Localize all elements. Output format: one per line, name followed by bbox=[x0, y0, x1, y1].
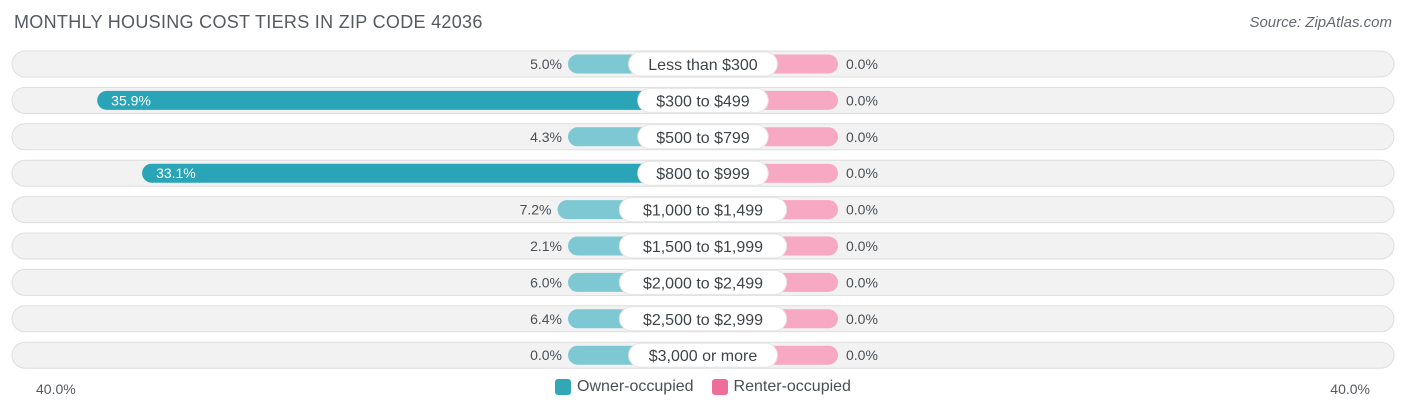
category-label: $500 to $799 bbox=[656, 130, 750, 147]
category-label: $2,500 to $2,999 bbox=[643, 312, 763, 329]
legend-owner-label: Owner-occupied bbox=[577, 378, 694, 395]
axis-left-label: 40.0% bbox=[36, 381, 76, 397]
category-pill bbox=[618, 306, 788, 332]
renter-value-label: 0.0% bbox=[846, 165, 878, 181]
category-pill bbox=[618, 197, 788, 223]
renter-value-label: 0.0% bbox=[846, 202, 878, 218]
category-pill bbox=[637, 160, 769, 186]
category-label: $2,000 to $2,499 bbox=[643, 275, 763, 292]
renter-value-label: 0.0% bbox=[846, 311, 878, 327]
category-pill bbox=[618, 233, 788, 259]
legend-owner[interactable]: Owner-occupied bbox=[555, 378, 694, 396]
renter-value-label: 0.0% bbox=[846, 92, 878, 108]
owner-value-label: 5.0% bbox=[530, 56, 562, 72]
owner-value-label: 7.2% bbox=[520, 202, 552, 218]
owner-value-label: 0.0% bbox=[530, 347, 562, 363]
category-label: $800 to $999 bbox=[656, 166, 750, 183]
category-label: $300 to $499 bbox=[656, 93, 750, 110]
owner-bar bbox=[142, 163, 674, 183]
owner-value-label: 6.0% bbox=[530, 274, 562, 290]
category-label: $1,000 to $1,499 bbox=[643, 203, 763, 220]
category-label: $1,500 to $1,999 bbox=[643, 239, 763, 256]
chart-title: MONTHLY HOUSING COST TIERS IN ZIP CODE 4… bbox=[14, 12, 483, 32]
legend-renter[interactable]: Renter-occupied bbox=[711, 378, 851, 396]
category-pill bbox=[618, 269, 788, 295]
legend-renter-label: Renter-occupied bbox=[733, 378, 851, 395]
owner-value-label: 6.4% bbox=[530, 311, 562, 327]
renter-value-label: 0.0% bbox=[846, 129, 878, 145]
axis-right-label: 40.0% bbox=[1330, 381, 1370, 397]
category-label: $3,000 or more bbox=[649, 348, 758, 365]
owner-value-label: 4.3% bbox=[530, 129, 562, 145]
legend-owner-swatch bbox=[555, 379, 572, 395]
category-pill bbox=[628, 342, 778, 368]
chart-source: Source: ZipAtlas.com bbox=[1249, 14, 1392, 31]
category-pill bbox=[628, 51, 778, 77]
renter-value-label: 0.0% bbox=[846, 56, 878, 72]
owner-value-label: 35.9% bbox=[111, 92, 151, 108]
category-pill bbox=[637, 87, 769, 113]
category-label: Less than $300 bbox=[648, 57, 758, 74]
owner-value-label: 33.1% bbox=[156, 165, 196, 181]
renter-value-label: 0.0% bbox=[846, 238, 878, 254]
category-pill bbox=[637, 124, 769, 150]
owner-bar bbox=[97, 90, 673, 110]
owner-value-label: 2.1% bbox=[530, 238, 562, 254]
legend: Owner-occupied Renter-occupied bbox=[0, 378, 1406, 396]
legend-renter-swatch bbox=[711, 379, 728, 395]
renter-value-label: 0.0% bbox=[846, 347, 878, 363]
renter-value-label: 0.0% bbox=[846, 274, 878, 290]
